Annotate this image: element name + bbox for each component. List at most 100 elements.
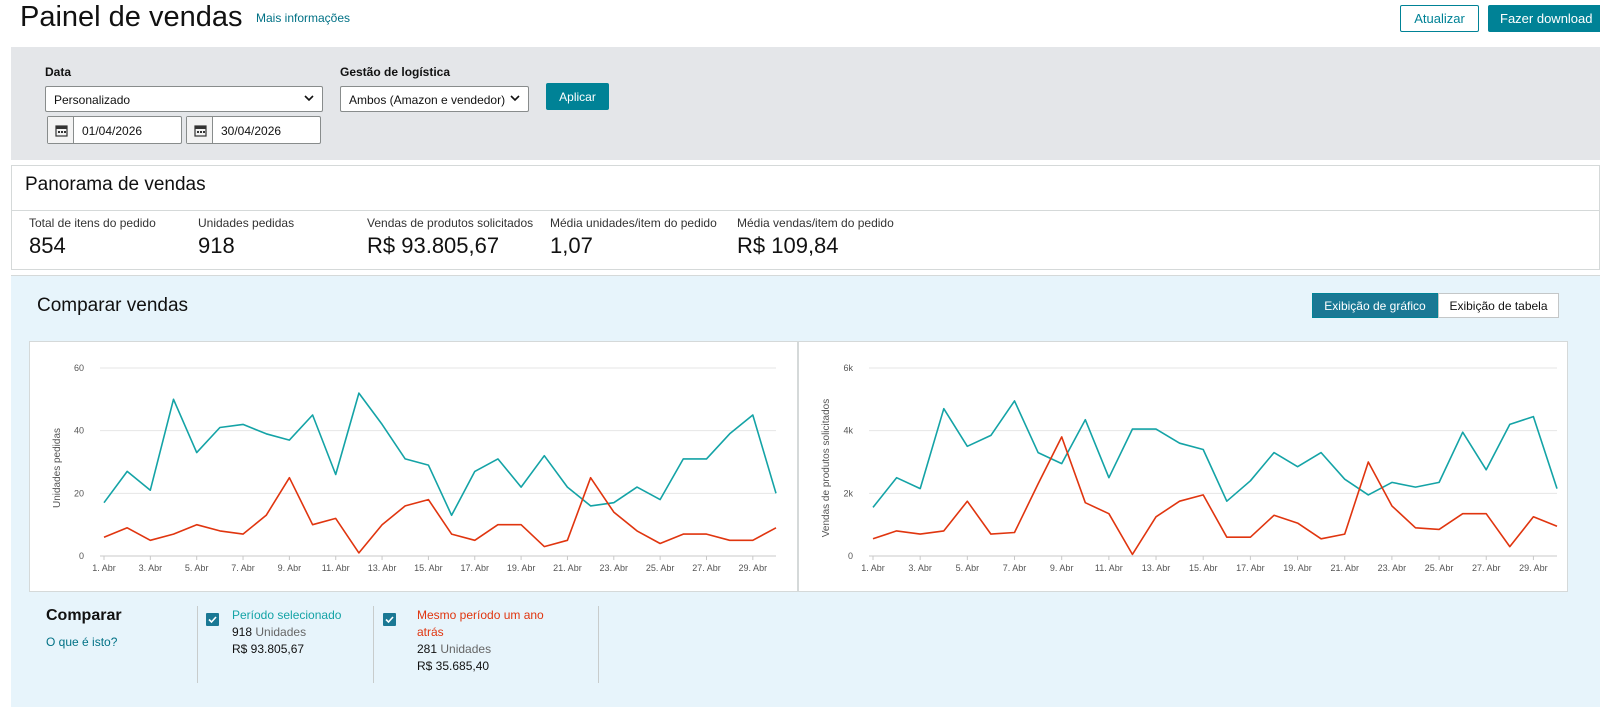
date-range-select[interactable]: Personalizado xyxy=(45,86,323,112)
chevron-down-icon xyxy=(304,95,314,102)
series-line-previous xyxy=(103,476,777,554)
y-axis-label: Vendas de produtos solicitados xyxy=(821,399,832,537)
x-tick-label: 21. Abr xyxy=(1330,563,1359,573)
x-tick-label: 9. Abr xyxy=(1050,563,1074,573)
logistics-select-value: Ambos (Amazon e vendedor) xyxy=(349,93,506,107)
check-icon xyxy=(385,616,394,624)
y-tick-label: 2k xyxy=(843,488,853,498)
metric-value: R$ 93.805,67 xyxy=(367,233,500,258)
chart-view-button[interactable]: Exibição de gráfico xyxy=(1312,293,1438,318)
compare-legend: Comparar O que é isto? Período seleciona… xyxy=(11,601,1600,708)
legend-title: Comparar xyxy=(46,607,122,624)
units-chart: 0 20 40 60 Unidades pedidas 1. Abr 3. Abr 5. Ab… xyxy=(29,341,798,592)
download-button[interactable]: Fazer download xyxy=(1488,5,1600,32)
divider xyxy=(197,606,198,683)
calendar-icon[interactable] xyxy=(48,117,74,143)
y-tick-label: 4k xyxy=(843,426,853,436)
series-line-current xyxy=(103,392,777,517)
y-tick-label: 0 xyxy=(79,551,84,561)
previous-period-name-line2: atrás xyxy=(417,625,444,639)
start-date-field[interactable]: 01/04/2026 xyxy=(47,116,182,144)
metric-label: Unidades pedidas xyxy=(198,216,295,230)
calendar-icon[interactable] xyxy=(187,117,213,143)
x-tick-label: 1. Abr xyxy=(92,563,116,573)
y-axis-label: Unidades pedidas xyxy=(52,428,63,508)
current-units-word: Unidades xyxy=(255,625,307,639)
logistics-select[interactable]: Ambos (Amazon e vendedor) xyxy=(340,86,529,112)
page-title: Painel de vendas xyxy=(20,1,243,33)
overview-title: Panorama de vendas xyxy=(25,174,206,195)
refresh-button[interactable]: Atualizar xyxy=(1400,5,1479,32)
table-view-button[interactable]: Exibição de tabela xyxy=(1438,293,1559,318)
metric-avg-units: Média unidades/item do pedido 1,07 xyxy=(550,216,717,259)
divider xyxy=(373,606,374,683)
date-label: Data xyxy=(45,65,72,79)
date-range-select-value: Personalizado xyxy=(54,93,131,107)
divider xyxy=(598,606,599,683)
current-period-checkbox[interactable] xyxy=(206,613,219,626)
metric-value: 854 xyxy=(29,233,66,258)
check-icon xyxy=(208,616,217,624)
sales-chart: 0 2k 4k 6k Vendas de produtos solicitados 1. … xyxy=(798,341,1568,592)
chevron-down-icon xyxy=(510,95,520,102)
previous-units-word: Unidades xyxy=(440,642,492,656)
x-tick-label: 25. Abr xyxy=(1425,563,1454,573)
previous-units: 281 xyxy=(417,642,438,656)
x-tick-label: 5. Abr xyxy=(956,563,980,573)
previous-period-legend: Mesmo período um ano atrás 281 Unidades … xyxy=(417,607,544,675)
compare-title: Comparar vendas xyxy=(37,295,189,316)
x-tick-label: 25. Abr xyxy=(646,563,675,573)
metric-value: R$ 109,84 xyxy=(737,233,839,258)
metric-product-sales: Vendas de produtos solicitados R$ 93.805… xyxy=(367,216,533,259)
x-tick-label: 13. Abr xyxy=(1142,563,1171,573)
x-tick-label: 15. Abr xyxy=(1189,563,1218,573)
x-tick-label: 21. Abr xyxy=(553,563,582,573)
more-info-link[interactable]: Mais informações xyxy=(256,11,351,25)
x-tick-label: 19. Abr xyxy=(1283,563,1312,573)
metric-label: Média vendas/item do pedido xyxy=(737,216,894,230)
x-tick-label: 7. Abr xyxy=(1003,563,1027,573)
x-tick-label: 19. Abr xyxy=(507,563,536,573)
sales-overview: Panorama de vendas Total de itens do ped… xyxy=(11,165,1600,270)
current-sales: R$ 93.805,67 xyxy=(232,642,305,656)
y-tick-label: 60 xyxy=(74,363,84,373)
filter-panel: Data Personalizado 01/04/2026 30/04/2026… xyxy=(11,47,1600,160)
metric-value: 918 xyxy=(198,233,235,258)
metric-value: 1,07 xyxy=(550,233,593,258)
x-tick-label: 11. Abr xyxy=(322,563,350,573)
what-is-this-link[interactable]: O que é isto? xyxy=(46,635,118,649)
metric-label: Total de itens do pedido xyxy=(29,216,156,230)
sales-chart-svg: 0 2k 4k 6k Vendas de produtos solicitados 1. … xyxy=(821,363,1558,573)
x-tick-label: 13. Abr xyxy=(368,563,397,573)
previous-period-checkbox[interactable] xyxy=(383,613,396,626)
current-period-name: Período selecionado xyxy=(232,608,342,622)
compare-sales-panel: Comparar vendas Exibição de gráfico Exib… xyxy=(11,275,1600,707)
metric-total-items: Total de itens do pedido 854 xyxy=(29,216,156,259)
x-tick-label: 15. Abr xyxy=(414,563,443,573)
x-tick-label: 3. Abr xyxy=(139,563,163,573)
current-period-legend: Período selecionado 918 Unidades R$ 93.8… xyxy=(232,607,341,658)
series-line-previous xyxy=(872,436,1558,556)
previous-sales: R$ 35.685,40 xyxy=(417,659,490,673)
apply-button[interactable]: Aplicar xyxy=(546,83,609,110)
y-tick-label: 6k xyxy=(843,363,853,373)
x-tick-label: 27. Abr xyxy=(1472,563,1501,573)
end-date-value: 30/04/2026 xyxy=(221,124,282,138)
x-tick-label: 11. Abr xyxy=(1095,563,1123,573)
y-tick-label: 0 xyxy=(848,551,853,561)
y-tick-label: 20 xyxy=(74,488,84,498)
units-chart-svg: 0 20 40 60 Unidades pedidas 1. Abr 3. Abr 5. Ab… xyxy=(52,363,777,573)
x-tick-label: 17. Abr xyxy=(1236,563,1265,573)
x-tick-label: 5. Abr xyxy=(185,563,209,573)
end-date-field[interactable]: 30/04/2026 xyxy=(186,116,321,144)
metric-avg-sales: Média vendas/item do pedido R$ 109,84 xyxy=(737,216,894,259)
x-tick-label: 17. Abr xyxy=(460,563,489,573)
metric-label: Média unidades/item do pedido xyxy=(550,216,717,230)
x-tick-label: 23. Abr xyxy=(600,563,629,573)
x-tick-label: 23. Abr xyxy=(1378,563,1407,573)
x-tick-label: 3. Abr xyxy=(908,563,932,573)
x-tick-label: 29. Abr xyxy=(739,563,768,573)
previous-period-name: Mesmo período um ano xyxy=(417,608,544,622)
x-tick-label: 9. Abr xyxy=(278,563,302,573)
logistics-label: Gestão de logística xyxy=(340,65,451,79)
